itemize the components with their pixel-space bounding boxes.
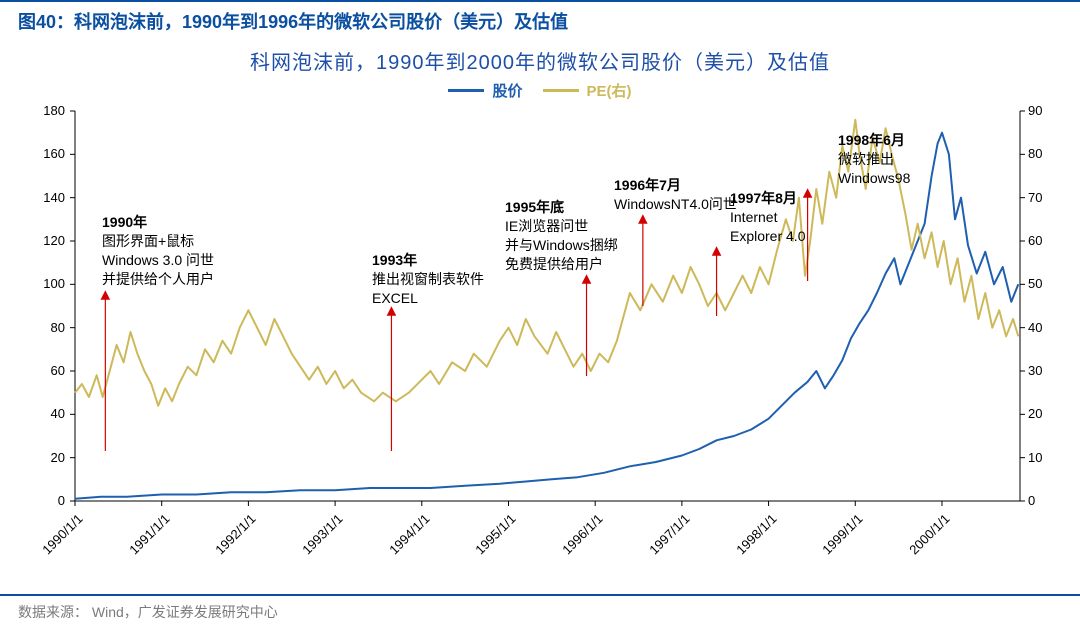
legend-item: 股价 [448, 80, 522, 101]
chart-annotation: 1995年底IE浏览器问世并与Windows捆绑免费提供给用户 [505, 198, 618, 274]
y-right-tick-label: 0 [1028, 493, 1078, 508]
y-right-tick-label: 50 [1028, 276, 1078, 291]
y-left-tick-label: 20 [0, 450, 65, 465]
figure-header-label: 图40：科网泡沫前，1990年到1996年的微软公司股价（美元）及估值 [18, 12, 568, 32]
chart-title: 科网泡沫前，1990年到2000年的微软公司股价（美元）及估值 [0, 46, 1080, 75]
y-left-tick-label: 60 [0, 363, 65, 378]
y-left-tick-label: 80 [0, 320, 65, 335]
chart-annotation: 1993年推出视窗制表软件EXCEL [372, 251, 484, 308]
chart-annotation: 1998年6月微软推出Windows98 [838, 131, 910, 188]
y-right-tick-label: 70 [1028, 190, 1078, 205]
y-right-tick-label: 90 [1028, 103, 1078, 118]
y-right-tick-label: 30 [1028, 363, 1078, 378]
figure-footer: 数据来源： Wind，广发证券发展研究中心 [0, 594, 1080, 622]
y-left-tick-label: 140 [0, 190, 65, 205]
y-left-tick-label: 40 [0, 406, 65, 421]
footer-source-label: 数据来源： [18, 604, 88, 620]
legend-label: PE(右) [587, 80, 632, 101]
plot-area: 0 20 40 60 80 100 120 140 160 180 0 10 20 30 40 50 60 70 8… [0, 101, 1080, 601]
y-left-tick-label: 120 [0, 233, 65, 248]
y-left-tick-label: 180 [0, 103, 65, 118]
chart-annotation: 1990年图形界面+鼠标Windows 3.0 问世并提供给个人用户 [102, 213, 214, 289]
legend-swatch [448, 89, 484, 92]
chart-annotation: 1996年7月WindowsNT4.0问世 [614, 176, 737, 214]
figure-frame: 图40：科网泡沫前，1990年到1996年的微软公司股价（美元）及估值 科网泡沫… [0, 0, 1080, 626]
y-left-tick-label: 160 [0, 146, 65, 161]
legend-item: PE(右) [543, 80, 632, 101]
footer-source-value: Wind，广发证券发展研究中心 [92, 604, 278, 620]
chart-legend: 股价 PE(右) [0, 79, 1080, 101]
legend-label: 股价 [492, 80, 522, 101]
chart-annotation: 1997年8月InternetExplorer 4.0 [730, 189, 805, 246]
legend-swatch [543, 89, 579, 92]
y-right-tick-label: 80 [1028, 146, 1078, 161]
figure-header: 图40：科网泡沫前，1990年到1996年的微软公司股价（美元）及估值 [0, 0, 1080, 40]
y-left-tick-label: 0 [0, 493, 65, 508]
y-right-tick-label: 60 [1028, 233, 1078, 248]
y-right-tick-label: 10 [1028, 450, 1078, 465]
y-right-tick-label: 20 [1028, 406, 1078, 421]
y-left-tick-label: 100 [0, 276, 65, 291]
y-right-tick-label: 40 [1028, 320, 1078, 335]
